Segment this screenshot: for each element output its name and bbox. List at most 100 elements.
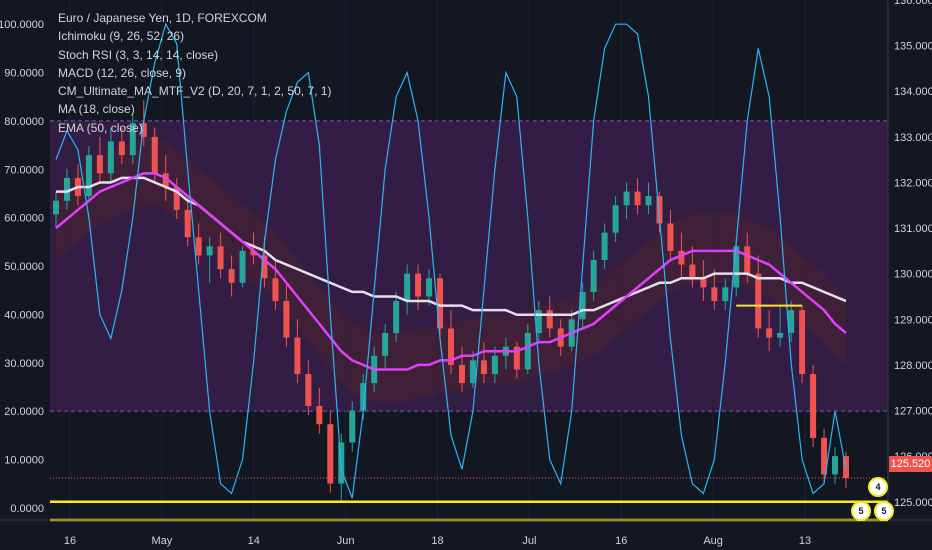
- candle: [832, 447, 839, 484]
- candle-body: [206, 246, 213, 256]
- stoch-tick-label: 60.0000: [4, 213, 44, 225]
- candle-body: [107, 141, 114, 174]
- stoch-tick-label: 70.0000: [4, 164, 44, 176]
- candle-body: [53, 200, 59, 215]
- stoch-tick-label: 0.0000: [10, 503, 44, 515]
- candle: [250, 232, 257, 265]
- candle-body: [316, 405, 323, 425]
- candle-body: [480, 360, 487, 375]
- stoch-rsi-axis: 0.0000 10.0000 20.0000 30.0000 40.0000 50.000…: [0, 19, 44, 515]
- candle-body: [327, 424, 334, 484]
- candle: [777, 305, 784, 347]
- candle: [415, 264, 422, 311]
- candle: [327, 410, 334, 493]
- candle-body: [140, 123, 147, 137]
- legend-cm-ultimate-ma[interactable]: CM_Ultimate_MA_MTF_V2 (D, 20, 7, 1, 2, 5…: [58, 84, 332, 99]
- time-tick-label: Aug: [703, 535, 723, 547]
- price-tick-label: 129.000: [894, 314, 932, 326]
- candle: [612, 196, 619, 242]
- stoch-tick-label: 100.0000: [0, 19, 44, 31]
- time-tick-label: Jun: [337, 535, 355, 547]
- candle: [239, 246, 246, 288]
- time-tick-label: 18: [431, 535, 443, 547]
- candle: [393, 291, 400, 343]
- candle: [129, 114, 136, 165]
- price-tick-label: 133.000: [894, 132, 932, 144]
- candle-body: [546, 310, 553, 329]
- candle-body: [810, 374, 817, 438]
- candle-body: [821, 437, 828, 475]
- candle: [755, 255, 762, 338]
- candle-body: [96, 155, 103, 174]
- candle: [305, 360, 312, 416]
- price-tick-label: 128.000: [894, 360, 932, 372]
- legend-ichimoku[interactable]: Ichimoku (9, 26, 52, 26): [58, 29, 185, 44]
- candle: [491, 346, 498, 384]
- legend-ma[interactable]: MA (18, close): [58, 102, 135, 117]
- candle-body: [162, 173, 169, 188]
- candle-body: [711, 287, 718, 302]
- candle-body: [722, 287, 729, 302]
- candle-body: [272, 278, 279, 302]
- series-line-ema: [56, 176, 847, 316]
- candle: [404, 264, 411, 315]
- last-price-badge: 125.520: [889, 456, 932, 472]
- candle: [535, 301, 542, 343]
- time-axis[interactable]: 16 May 14 Jun 18 Jul 16 Aug 13: [0, 519, 932, 547]
- price-tick-label: 136.000: [894, 0, 932, 7]
- candle: [184, 196, 191, 247]
- legend-ema[interactable]: EMA (50, close): [58, 120, 143, 135]
- candle-body: [382, 332, 389, 356]
- stoch-tick-label: 20.0000: [4, 406, 44, 418]
- stoch-tick-label: 10.0000: [4, 455, 44, 467]
- candle-body: [63, 177, 70, 201]
- series-line-ma: [55, 172, 847, 371]
- candle: [590, 250, 597, 302]
- legend-stoch-rsi[interactable]: Stoch RSI (3, 3, 14, 14, close): [58, 47, 219, 62]
- candle-body: [689, 264, 696, 279]
- candle-body: [404, 273, 411, 302]
- events-badge-b[interactable]: 5: [874, 501, 894, 521]
- candle-body: [85, 155, 92, 197]
- price-tick-label: 125.000: [894, 497, 932, 509]
- candle: [546, 296, 553, 338]
- candle: [810, 364, 817, 448]
- candle-body: [656, 196, 663, 224]
- price-tick-label: 132.000: [894, 177, 932, 189]
- price-tick-label: 130.000: [894, 269, 932, 281]
- candle: [85, 145, 92, 201]
- candle-body: [612, 205, 619, 233]
- candle: [711, 269, 718, 311]
- candle-body: [469, 360, 476, 384]
- price-tick-label: 131.000: [894, 223, 932, 235]
- candle: [700, 260, 707, 302]
- candle-body: [228, 269, 235, 283]
- candle: [118, 127, 125, 165]
- candle-body: [799, 310, 806, 375]
- symbol-title[interactable]: Euro / Japanese Yen, 1D, FOREXCOM: [58, 11, 267, 25]
- candle-body: [623, 191, 630, 206]
- candle: [294, 319, 301, 384]
- candle: [513, 342, 520, 379]
- candle: [96, 136, 103, 183]
- legend-macd[interactable]: MACD (12, 26, close, 9): [58, 65, 187, 80]
- candle-body: [667, 223, 674, 251]
- candle-body: [250, 250, 257, 256]
- price-tick-label: 127.000: [894, 406, 932, 418]
- candle-body: [349, 410, 356, 443]
- candle: [206, 237, 213, 283]
- candle: [821, 428, 828, 484]
- candle: [469, 351, 476, 388]
- candle-body: [535, 310, 542, 333]
- candle: [316, 387, 323, 434]
- candle: [63, 168, 70, 210]
- candle: [722, 278, 729, 311]
- candle-body: [458, 364, 465, 384]
- events-badge-a[interactable]: 5: [851, 501, 871, 521]
- candle: [448, 310, 454, 375]
- candle-body: [524, 332, 531, 370]
- events-badge-top[interactable]: 4: [868, 477, 888, 497]
- stoch-tick-label: 80.0000: [4, 116, 44, 128]
- candle: [283, 282, 290, 347]
